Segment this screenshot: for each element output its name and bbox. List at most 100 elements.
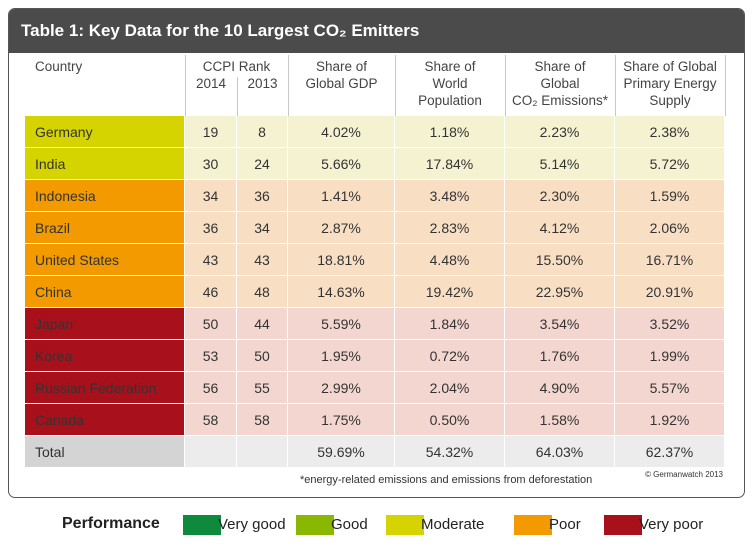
data-cell: 1.99% [615,340,725,372]
data-cell: 58 [185,404,237,436]
country-cell: Indonesia [25,180,185,212]
legend-label: Moderate [421,516,485,533]
data-cell: 55 [237,372,288,404]
country-cell: Korea [25,340,185,372]
data-cell: 8 [237,116,288,148]
data-cell: 1.41% [288,180,395,212]
header-text: 2014 [195,76,227,91]
legend-swatch [183,515,221,535]
footnote: *energy-related emissions and emissions … [300,474,593,486]
header-text: 2013 [247,76,278,91]
data-cell: 4.02% [288,116,395,148]
data-cell: 34 [237,212,288,244]
header-line: Supply [649,93,691,108]
total-cell: 62.37% [615,436,725,468]
data-cell: 43 [185,244,237,276]
data-cell: 2.87% [288,212,395,244]
country-cell: Germany [25,116,185,148]
header-text: Share of Global Primary Energy Supply [615,58,725,109]
data-cell: 19.42% [395,276,505,308]
total-label: Total [25,436,185,468]
data-cell: 5.72% [615,148,725,180]
column-divider [288,55,289,116]
data-cell: 48 [237,276,288,308]
table-title: Table 1: Key Data for the 10 Largest CO₂… [21,21,420,40]
data-cell: 17.84% [395,148,505,180]
data-cell: 44 [237,308,288,340]
data-cell: 53 [185,340,237,372]
country-cell: Canada [25,404,185,436]
data-cell: 2.04% [395,372,505,404]
total-cell: 64.03% [505,436,615,468]
header-text: Share of Global GDP [288,58,395,92]
data-cell: 18.81% [288,244,395,276]
column-divider [185,55,186,116]
country-cell: Russian Federation [25,372,185,404]
data-cell: 3.48% [395,180,505,212]
header-line: CO₂ Emissions* [511,93,608,108]
data-cell: 56 [185,372,237,404]
data-cell: 4.12% [505,212,615,244]
data-cell: 5.59% [288,308,395,340]
column-divider [505,55,506,116]
data-cell: 4.48% [395,244,505,276]
data-cell: 16.71% [615,244,725,276]
data-cell: 2.06% [615,212,725,244]
column-divider [725,55,726,116]
data-cell: 3.52% [615,308,725,340]
country-cell: Japan [25,308,185,340]
data-cell: 5.66% [288,148,395,180]
data-cell: 1.95% [288,340,395,372]
legend-label: Very poor [639,516,704,533]
data-cell: 14.63% [288,276,395,308]
header-line: Share of [534,59,586,74]
empty-cell [185,436,237,468]
column-divider [237,77,238,116]
data-cell: 4.90% [505,372,615,404]
data-cell: 1.75% [288,404,395,436]
header-line: Population [418,93,482,108]
data-cell: 3.54% [505,308,615,340]
header-line: Share of Global [623,59,717,74]
data-cell: 36 [185,212,237,244]
data-cell: 22.95% [505,276,615,308]
legend-label: Poor [549,516,581,533]
data-cell: 5.57% [615,372,725,404]
legend-swatch [386,515,424,535]
copyright: © Germanwatch 2013 [645,470,723,479]
column-divider [615,55,616,116]
legend-swatch [514,515,552,535]
header-line: Global GDP [305,76,378,91]
data-cell: 15.50% [505,244,615,276]
data-cell: 1.59% [615,180,725,212]
data-cell: 43 [237,244,288,276]
country-cell: United States [25,244,185,276]
data-cell: 1.76% [505,340,615,372]
data-cell: 58 [237,404,288,436]
country-cell: Brazil [25,212,185,244]
header-line: Share of [315,59,368,74]
header-line: Share of [424,59,476,74]
data-cell: 2.38% [615,116,725,148]
data-cell: 2.99% [288,372,395,404]
data-cell: 36 [237,180,288,212]
country-cell: India [25,148,185,180]
empty-cell [237,436,288,468]
data-cell: 1.84% [395,308,505,340]
legend-label: Good [331,516,368,533]
header-text: Country [35,59,83,74]
header-line: Primary Energy [623,76,717,91]
data-cell: 0.50% [395,404,505,436]
data-cell: 50 [185,308,237,340]
data-cell: 0.72% [395,340,505,372]
legend-swatch [296,515,334,535]
data-cell: 50 [237,340,288,372]
data-cell: 46 [185,276,237,308]
data-cell: 2.83% [395,212,505,244]
header-text: Share of World Population [395,58,505,109]
data-cell: 2.23% [505,116,615,148]
header-line: World [432,76,468,91]
legend-swatch [604,515,642,535]
data-cell: 20.91% [615,276,725,308]
